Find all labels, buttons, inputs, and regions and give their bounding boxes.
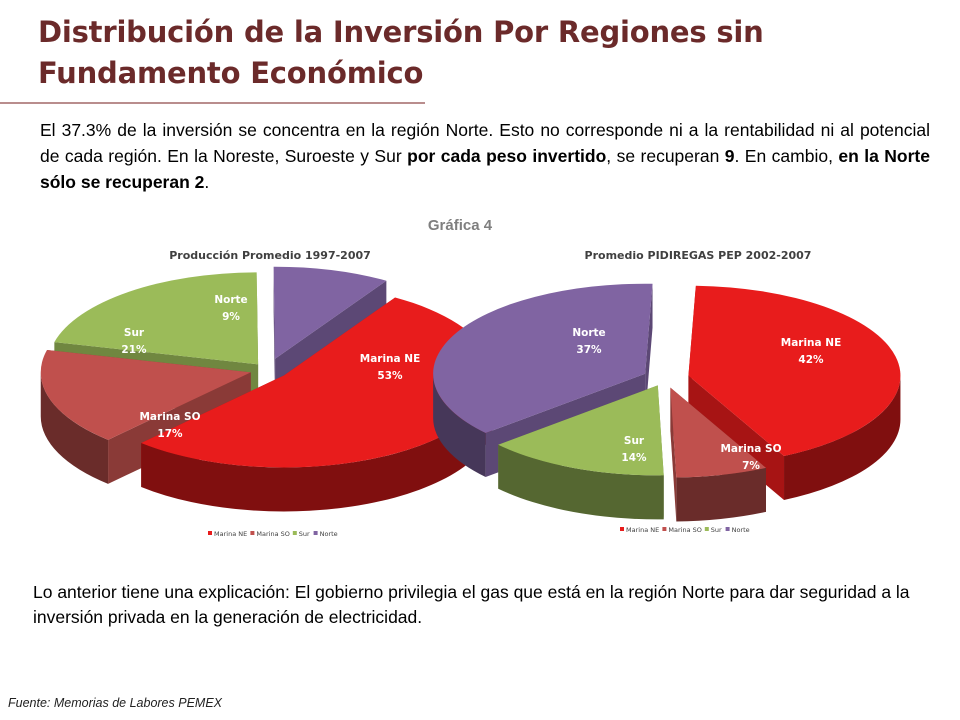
legend-label-marina-ne: Marina NE <box>626 526 659 534</box>
slice-label-marina-ne: Marina NE 42% <box>781 337 842 366</box>
slice-marina-so <box>670 387 766 522</box>
slice-label-name: Norte <box>214 294 247 306</box>
slice-side-face <box>670 387 677 522</box>
slice-label-name: Marina NE <box>360 353 421 365</box>
slice-label-name: Sur <box>124 327 145 339</box>
slice-label-value: 7% <box>742 460 760 472</box>
slice-label-value: 9% <box>222 311 240 323</box>
slice-label-marina-ne: Marina NE 53% <box>360 353 421 382</box>
slice-side-face <box>273 266 276 403</box>
intro-paragraph: El 37.3% de la inversión se concentra en… <box>40 117 930 195</box>
legend-swatch-sur <box>704 527 709 531</box>
slice-top <box>273 266 387 359</box>
slice-label-name: Marina SO <box>139 411 200 423</box>
slice-label-marina-so: Marina SO 7% <box>720 443 781 472</box>
slice-label-sur: Sur 21% <box>121 327 147 356</box>
chart-title: Promedio PIDIREGAS PEP 2002-2007 <box>585 249 812 262</box>
chart-title: Producción Promedio 1997-2007 <box>169 249 371 262</box>
graph-label: Gráfica 4 <box>427 217 493 234</box>
slice-top <box>40 350 251 440</box>
slice-label-norte: Norte 37% <box>572 327 605 356</box>
slice-top <box>688 285 901 457</box>
slice-label-marina-so: Marina SO 17% <box>139 411 200 440</box>
source-note: Fuente: Memorias de Labores PEMEX <box>8 696 222 710</box>
intro-bold-1: por cada peso invertido <box>407 146 607 166</box>
slice-label-value: 42% <box>798 354 824 366</box>
slice-label-name: Marina SO <box>720 443 781 455</box>
intro-bold-3: en la Norte sólo se recuperan 2 <box>40 146 930 192</box>
title-line-1: Distribución de la Inversión Por Regione… <box>38 15 764 49</box>
slice-outer-wall <box>784 375 901 501</box>
slice-label-name: Marina NE <box>781 337 842 349</box>
slice-top <box>141 297 494 468</box>
slice-marina-ne <box>141 297 494 512</box>
intro-text-2: , se recuperan <box>606 146 725 166</box>
slice-sur <box>498 385 664 520</box>
slice-outer-wall <box>433 373 486 478</box>
slice-outer-wall <box>676 467 766 522</box>
slice-top <box>498 385 664 476</box>
slice-label-value: 37% <box>576 344 602 356</box>
legend-label-marina-so: Marina SO <box>668 526 701 534</box>
legend-label-norte: Norte <box>320 530 338 538</box>
title-line-2: Fundamento Económico <box>38 56 424 90</box>
intro-text-4: . <box>204 172 210 192</box>
legend-swatch-norte <box>313 531 318 535</box>
intro-text-1: El 37.3% de la inversión se concentra en… <box>40 120 930 166</box>
slide-title: Distribución de la Inversión Por Regione… <box>38 12 818 94</box>
intro-text-3: . En cambio, <box>734 146 839 166</box>
pie-chart-2: Promedio PIDIREGAS PEP 2002-2007 Marina N… <box>433 249 901 534</box>
slice-label-value: 21% <box>121 344 147 356</box>
slice-label-norte: Norte 9% <box>214 294 247 323</box>
slice-label-value: 17% <box>157 428 183 440</box>
legend-label-sur: Sur <box>299 530 310 538</box>
slice-label-value: 53% <box>377 370 403 382</box>
slice-outer-wall <box>40 372 109 484</box>
legend-swatch-marina-ne <box>620 527 624 531</box>
slice-label-name: Sur <box>624 435 645 447</box>
legend-swatch-marina-so <box>250 531 255 535</box>
slice-top <box>670 387 766 478</box>
legend-label-norte: Norte <box>732 526 750 534</box>
slice-label-sur: Sur 14% <box>621 435 647 464</box>
title-underline <box>0 102 425 104</box>
legend-label-marina-ne: Marina NE <box>214 530 247 538</box>
slice-top <box>433 283 653 434</box>
legend-swatch-sur <box>292 531 297 535</box>
pie-chart-1: Producción Promedio 1997-2007 Marina NE 53… <box>40 249 494 538</box>
intro-bold-2: 9 <box>724 146 735 166</box>
slice-outer-wall <box>141 375 494 512</box>
legend-swatch-marina-so <box>662 527 667 531</box>
slice-outer-wall <box>498 444 664 520</box>
slice-label-value: 14% <box>621 452 647 464</box>
explanation-paragraph: Lo anterior tiene una explicación: El go… <box>33 582 910 627</box>
legend-swatch-norte <box>725 527 730 531</box>
legend-swatch-marina-ne <box>208 531 212 535</box>
legend-label-marina-so: Marina SO <box>256 530 289 538</box>
legend-label-sur: Sur <box>711 526 722 534</box>
slice-side-face <box>645 283 653 418</box>
slice-label-name: Norte <box>572 327 605 339</box>
slice-top <box>54 272 259 365</box>
